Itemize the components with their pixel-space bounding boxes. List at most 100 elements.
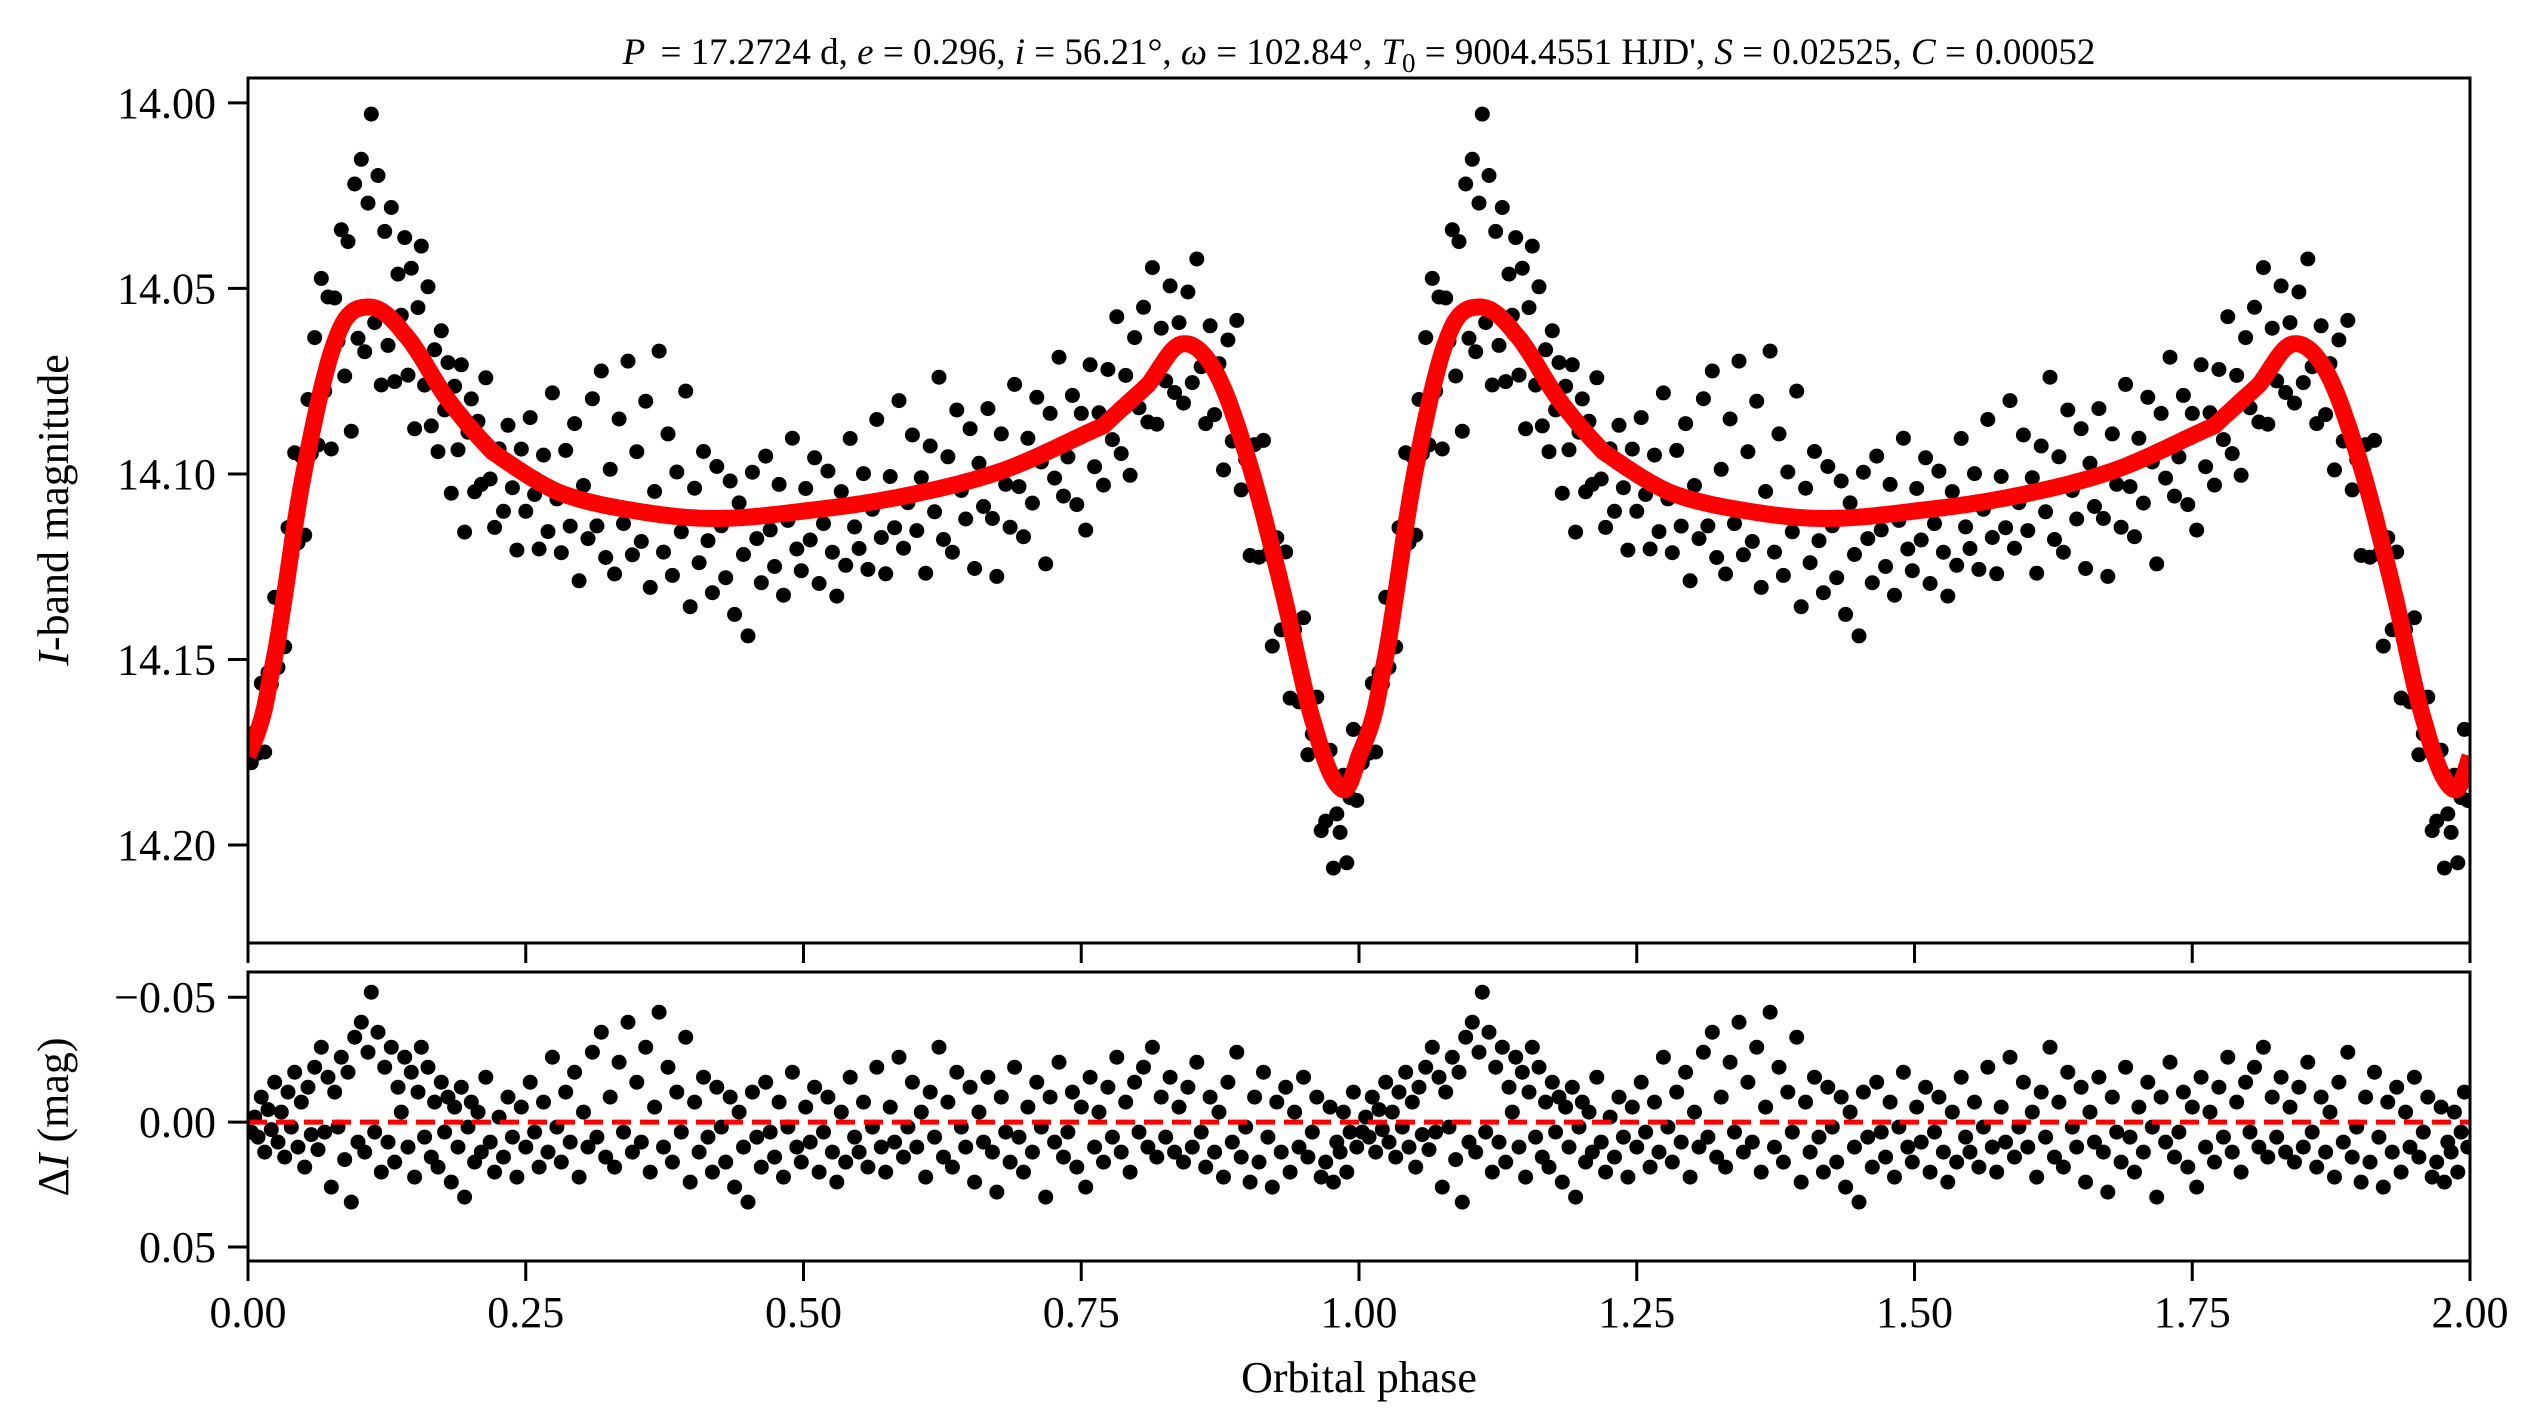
title-omega-value: 102.84° [1246, 32, 1363, 73]
residual-point [293, 1094, 309, 1110]
data-point [1127, 330, 1143, 346]
data-point [1780, 464, 1796, 480]
data-point [1940, 588, 1956, 604]
data-point [2184, 405, 2200, 421]
residual-point [1401, 1139, 1417, 1155]
residual-point [473, 1144, 489, 1160]
residual-point [1949, 1154, 1965, 1170]
data-point [1202, 318, 1218, 334]
residual-point [1642, 1159, 1658, 1175]
residual-point [2233, 1164, 2249, 1180]
residual-point [647, 1099, 663, 1115]
residual-point [1611, 1089, 1627, 1105]
data-point [913, 470, 929, 486]
residual-point [1673, 1134, 1689, 1150]
residual-point [1260, 1129, 1276, 1145]
data-point [357, 344, 373, 360]
residual-point [1256, 1064, 1271, 1080]
data-point [673, 524, 689, 540]
residual-point [1464, 1014, 1480, 1030]
data-point [918, 565, 934, 581]
residual-point [1521, 1084, 1537, 1100]
data-point [1113, 446, 1129, 462]
residual-point [2184, 1099, 2200, 1115]
residual-point [453, 1079, 469, 1095]
residual-point [2215, 1129, 2231, 1145]
residual-point [1109, 1049, 1125, 1065]
data-point [2127, 529, 2142, 545]
data-point [1798, 480, 1814, 496]
data-point [1082, 357, 1098, 373]
data-point [824, 544, 840, 560]
residual-point [1629, 1139, 1645, 1155]
residual-point [740, 1194, 756, 1210]
data-point [2158, 470, 2174, 486]
data-point [1561, 442, 1577, 458]
data-point [1815, 585, 1831, 601]
residual-point [2353, 1174, 2369, 1190]
residual-point [2042, 1039, 2058, 1055]
residual-point [1633, 1074, 1649, 1090]
data-point [1300, 747, 1316, 763]
residual-point [544, 1049, 560, 1065]
residual-point [390, 1079, 406, 1095]
data-point [1882, 476, 1898, 492]
residual-point [709, 1079, 725, 1095]
residual-point [2424, 1169, 2440, 1185]
data-point [744, 464, 760, 480]
residual-point [2450, 1164, 2466, 1180]
residual-point [2153, 1089, 2169, 1105]
data-point [1149, 416, 1165, 432]
data-point [678, 383, 694, 399]
data-point [363, 106, 379, 122]
residual-point [1913, 1134, 1929, 1150]
residual-point [1016, 1164, 1031, 1180]
data-point [1007, 376, 1023, 392]
residual-point [2358, 1089, 2374, 1105]
data-point [1687, 478, 1702, 493]
data-point [620, 353, 636, 369]
data-point [1749, 393, 1765, 409]
residual-point [1349, 1139, 1365, 1155]
residual-point [353, 1014, 369, 1030]
residual-point [1815, 1164, 1831, 1180]
data-point [1329, 806, 1345, 822]
residual-point [1511, 1139, 1527, 1155]
data-point [589, 518, 605, 534]
data-point [1753, 579, 1769, 595]
data-point [553, 545, 569, 561]
data-point [1538, 342, 1554, 358]
data-point [2278, 385, 2294, 400]
residual-point [2393, 1164, 2409, 1180]
title-s-value: 0.02525 [1772, 32, 1892, 73]
residual-point [1414, 1127, 1430, 1143]
data-point [1673, 518, 1689, 534]
residual-point [1544, 1074, 1560, 1090]
data-point [544, 385, 560, 401]
residual-point [450, 1139, 466, 1155]
data-point [313, 270, 329, 286]
residual-point [1444, 1049, 1460, 1065]
residual-point [1624, 1099, 1640, 1115]
residual-point [482, 1134, 498, 1150]
data-point [1318, 813, 1334, 829]
residual-point [1202, 1089, 1218, 1105]
data-point [1984, 530, 2000, 545]
data-point [1593, 471, 1609, 487]
residual-point [1431, 1069, 1447, 1085]
residual-point [567, 1064, 583, 1080]
residual-point [1434, 1179, 1450, 1195]
residual-point [377, 1059, 393, 1075]
data-point [1207, 407, 1223, 423]
residual-point [1364, 1089, 1380, 1105]
residual-point [847, 1129, 863, 1145]
residual-point [580, 1139, 596, 1155]
residual-points [248, 984, 2470, 1210]
data-point [1349, 793, 1365, 808]
data-point [427, 342, 443, 358]
residual-point [280, 1084, 296, 1100]
data-point [989, 568, 1005, 584]
residual-point [1051, 1054, 1067, 1070]
data-point [904, 427, 920, 443]
data-point [2038, 504, 2054, 520]
